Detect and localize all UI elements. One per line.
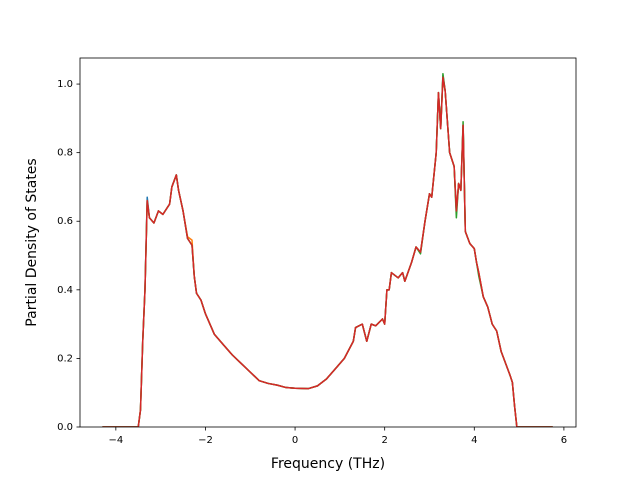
x-tick-label: 0 bbox=[292, 435, 298, 446]
y-tick-label: 1.0 bbox=[57, 79, 73, 90]
y-tick-label: 0.8 bbox=[57, 148, 73, 159]
series-line bbox=[102, 73, 553, 427]
y-tick-label: 0.2 bbox=[57, 353, 73, 364]
y-tick-label: 0.0 bbox=[57, 422, 73, 433]
x-tick-label: 6 bbox=[561, 435, 567, 446]
plot-frame bbox=[79, 57, 577, 428]
x-tick-label: 4 bbox=[471, 435, 477, 446]
x-tick-label: −2 bbox=[198, 435, 213, 446]
y-tick-label: 0.6 bbox=[57, 216, 73, 227]
x-tick-label: 2 bbox=[381, 435, 387, 446]
y-axis-label: Partial Density of States bbox=[24, 158, 40, 326]
y-tick-label: 0.4 bbox=[57, 285, 73, 296]
series-line bbox=[102, 76, 553, 427]
x-tick-label: −4 bbox=[108, 435, 123, 446]
series-line bbox=[102, 76, 553, 427]
x-axis-label: Frequency (THz) bbox=[271, 456, 385, 472]
series-line bbox=[102, 74, 553, 427]
